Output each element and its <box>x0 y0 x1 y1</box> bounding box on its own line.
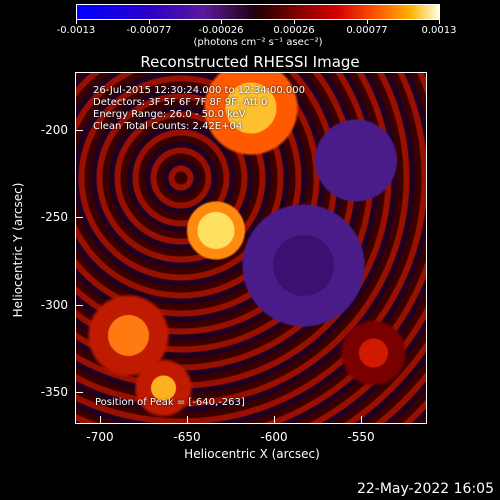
rhessi-image: 26-Jul-2015 12:30:24.000 to 12:34:00.000… <box>75 72 427 424</box>
x-tick-label: -650 <box>173 430 201 444</box>
x-tick <box>361 416 362 424</box>
y-tick <box>75 217 83 218</box>
colorbar-tick-label: 0.00026 <box>273 25 315 36</box>
annotation-time-range: 26-Jul-2015 12:30:24.000 to 12:34:00.000 <box>93 85 305 96</box>
colorbar-tick-label: -0.00077 <box>126 25 172 36</box>
colorbar-tick-label: -0.0013 <box>56 25 96 36</box>
colorbar-tick <box>76 20 77 24</box>
colorbar-tick <box>294 20 295 24</box>
x-tick-label: -700 <box>86 430 114 444</box>
colorbar <box>76 4 440 20</box>
x-tick-label: -550 <box>347 430 375 444</box>
x-axis-label: Heliocentric X (arcsec) <box>184 447 320 461</box>
colorbar-tick <box>439 20 440 24</box>
annotation-clean-counts: Clean Total Counts: 2.42E+04 <box>93 121 243 132</box>
x-tick <box>100 416 101 424</box>
colorbar-tick-label: 0.0013 <box>421 25 457 36</box>
colorbar-tick-label: 0.00077 <box>346 25 388 36</box>
annotation-detectors: Detectors: 3F 5F 6F 7F 8F 9F, Att 0 <box>93 97 268 108</box>
x-tick <box>274 416 275 424</box>
annotation-peak-position: Position of Peak = [-640,-263] <box>95 397 245 408</box>
colorbar-tick-label: -0.00026 <box>198 25 244 36</box>
y-tick-label: -300 <box>40 298 68 312</box>
y-tick <box>75 305 83 306</box>
y-tick-label: -250 <box>40 210 68 224</box>
y-tick <box>75 392 83 393</box>
colorbar-tick <box>221 20 222 24</box>
annotation-energy-range: Energy Range: 26.0 - 50.0 keV <box>93 109 246 120</box>
y-tick <box>75 130 83 131</box>
x-tick <box>187 416 188 424</box>
colorbar-tick <box>149 20 150 24</box>
image-title: Reconstructed RHESSI Image <box>140 53 360 71</box>
y-tick-label: -350 <box>40 385 68 399</box>
render-timestamp: 22-May-2022 16:05 <box>356 481 494 497</box>
x-tick-label: -600 <box>260 430 288 444</box>
y-axis-label: Heliocentric Y (arcsec) <box>11 182 25 318</box>
colorbar-tick <box>367 20 368 24</box>
colorbar-unit-label: (photons cm⁻² s⁻¹ asec⁻²) <box>193 37 323 48</box>
y-tick-label: -200 <box>40 123 68 137</box>
